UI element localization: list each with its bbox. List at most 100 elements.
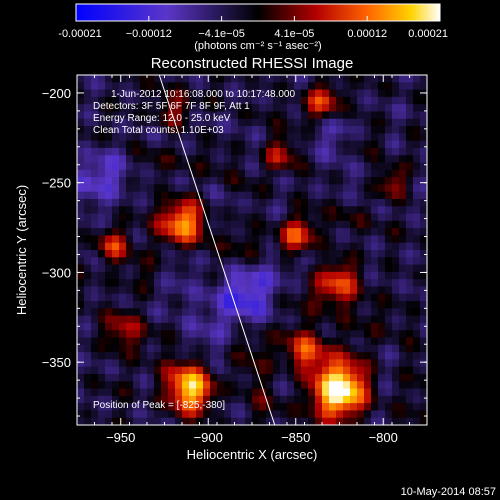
heatmap-cell [175, 206, 183, 214]
heatmap-cell [196, 293, 204, 302]
heatmap-cell [322, 242, 330, 251]
heatmap-cell [371, 228, 379, 236]
heatmap-cell [217, 264, 225, 273]
heatmap-cell [98, 155, 106, 163]
heatmap-cell [336, 147, 344, 156]
heatmap-cell [224, 220, 232, 229]
heatmap-cell [77, 184, 85, 193]
heatmap-cell [77, 410, 85, 419]
heatmap-cell [329, 213, 337, 222]
heatmap-cell [301, 155, 309, 163]
heatmap-cell [98, 417, 106, 425]
heatmap-cell [301, 286, 309, 295]
heatmap-cell [105, 344, 113, 353]
heatmap-cell [301, 359, 309, 368]
heatmap-cell [420, 220, 427, 229]
heatmap-cell [329, 403, 337, 411]
heatmap-cell [112, 111, 120, 120]
heatmap-cell [350, 155, 358, 163]
heatmap-cell [182, 381, 190, 389]
heatmap-cell [266, 301, 274, 309]
heatmap-cell [420, 191, 427, 200]
heatmap-cell [364, 162, 372, 171]
heatmap-cell [329, 271, 337, 280]
heatmap-cell [364, 293, 372, 302]
heatmap-cell [84, 228, 92, 236]
heatmap-cell [315, 206, 323, 214]
heatmap-cell [259, 104, 267, 112]
heatmap-cell [154, 96, 162, 105]
heatmap-cell [217, 322, 225, 331]
heatmap-cell [112, 388, 120, 397]
heatmap-cell [119, 359, 127, 368]
heatmap-cell [147, 177, 155, 185]
heatmap-cell [91, 169, 99, 178]
heatmap-cell [413, 206, 421, 214]
heatmap-cell [133, 337, 141, 346]
heatmap-cell [364, 301, 372, 309]
heatmap-cell [420, 257, 427, 265]
heatmap-cell [322, 111, 330, 120]
heatmap-cell [231, 250, 239, 258]
heatmap-cell [392, 366, 400, 375]
heatmap-cell [77, 352, 85, 360]
heatmap-cell [252, 169, 260, 178]
heatmap-cell [413, 344, 421, 353]
heatmap-cell [140, 147, 148, 156]
heatmap-cell [175, 257, 183, 265]
heatmap-cell [224, 184, 232, 193]
heatmap-cell [392, 359, 400, 368]
heatmap-cell [175, 82, 183, 90]
heatmap-cell [385, 169, 393, 178]
heatmap-cell [217, 228, 225, 236]
heatmap-cell [266, 235, 274, 244]
heatmap-cell [406, 322, 414, 331]
heatmap-cell [273, 177, 281, 185]
colorbar-tick-label: 4.1e−05 [274, 28, 314, 40]
heatmap-cell [252, 388, 260, 397]
heatmap-cell [252, 235, 260, 244]
heatmap-cell [182, 111, 190, 120]
heatmap-cell [392, 286, 400, 295]
heatmap-cell [77, 388, 85, 397]
heatmap-cell [308, 206, 316, 214]
heatmap-cell [392, 250, 400, 258]
heatmap-cell [231, 206, 239, 214]
heatmap-cell [336, 133, 344, 142]
heatmap-cell [119, 191, 127, 200]
heatmap-cell [231, 337, 239, 346]
heatmap-cell [280, 184, 288, 193]
heatmap-cell [273, 155, 281, 163]
heatmap-cell [175, 293, 183, 302]
heatmap-cell [413, 315, 421, 324]
heatmap-cell [322, 366, 330, 375]
heatmap-cell [112, 410, 120, 419]
heatmap-cell [308, 373, 316, 382]
heatmap-cell [406, 279, 414, 287]
heatmap-cell [105, 322, 113, 331]
heatmap-cell [301, 395, 309, 404]
heatmap-cell [343, 388, 351, 397]
heatmap-cell [364, 155, 372, 163]
heatmap-cell [329, 344, 337, 353]
heatmap-cell [385, 206, 393, 214]
heatmap-cell [357, 381, 365, 389]
heatmap-cell [294, 271, 302, 280]
heatmap-cell [294, 388, 302, 397]
heatmap-cell [140, 359, 148, 368]
heatmap-cell [175, 322, 183, 331]
heatmap-cell [343, 293, 351, 302]
heatmap-cell [140, 264, 148, 273]
heatmap-cell [238, 271, 246, 280]
heatmap-cell [231, 293, 239, 302]
heatmap-cell [392, 228, 400, 236]
heatmap-cell [420, 162, 427, 171]
heatmap-cell [315, 155, 323, 163]
heatmap-cell [231, 75, 239, 83]
heatmap-cell [210, 337, 218, 346]
heatmap-cell [364, 228, 372, 236]
heatmap-cell [119, 337, 127, 346]
heatmap-cell [252, 111, 260, 120]
heatmap-cell [350, 191, 358, 200]
heatmap-cell [420, 111, 427, 120]
